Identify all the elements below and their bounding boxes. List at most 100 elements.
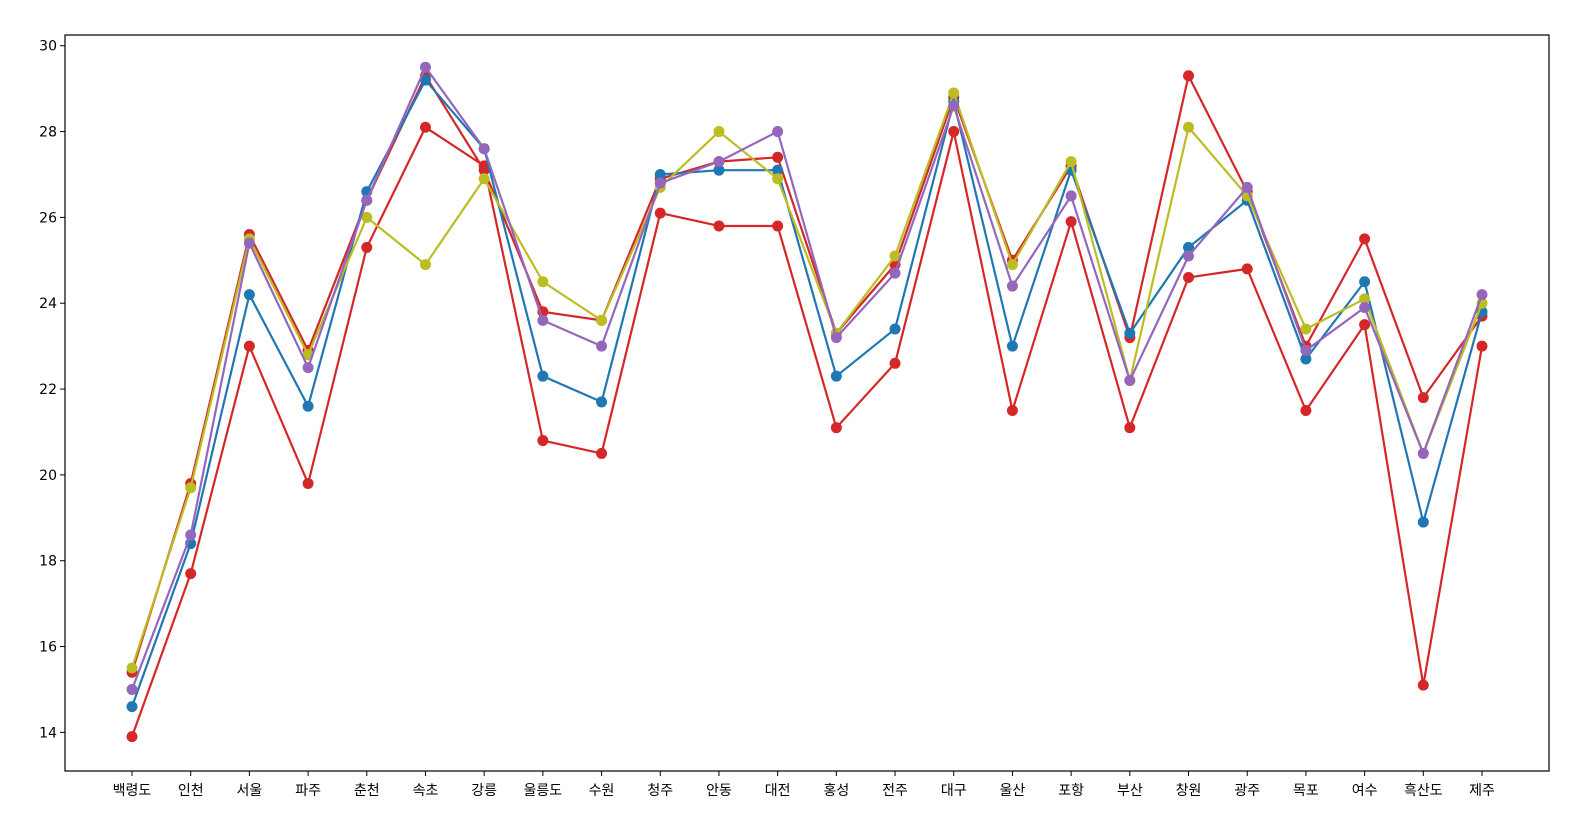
data-point (1300, 323, 1312, 335)
data-point (948, 100, 960, 112)
y-tick-label: 22 (39, 382, 57, 398)
data-point (1183, 70, 1195, 82)
x-tick-label: 대구 (941, 783, 967, 799)
data-point (419, 121, 431, 133)
x-tick-label: 대전 (765, 783, 791, 799)
series-0 (126, 70, 1488, 678)
data-point (537, 370, 549, 382)
data-point (713, 220, 725, 232)
y-tick-label: 26 (39, 210, 57, 226)
data-point (1006, 340, 1018, 352)
data-point (654, 177, 666, 189)
x-tick-label: 여수 (1352, 783, 1378, 799)
data-point (419, 74, 431, 86)
data-point (1417, 447, 1429, 459)
data-point (1183, 250, 1195, 262)
data-point (302, 477, 314, 489)
data-point (1124, 374, 1136, 386)
data-point (1006, 405, 1018, 417)
data-point (830, 422, 842, 434)
x-tick-label: 울산 (1000, 783, 1026, 799)
y-tick-label: 28 (39, 125, 57, 141)
series-3 (126, 87, 1488, 674)
data-point (419, 61, 431, 73)
data-point (596, 340, 608, 352)
y-tick-label: 16 (39, 640, 57, 656)
plot-frame (64, 34, 1550, 772)
data-point (1124, 327, 1136, 339)
x-tick-label: 부산 (1117, 783, 1143, 799)
y-tick-label: 20 (39, 468, 57, 484)
x-tick-label: 울릉도 (524, 783, 563, 799)
data-point (1359, 276, 1371, 288)
x-tick-label: 전주 (882, 783, 908, 799)
data-point (243, 289, 255, 301)
x-tick-label: 수원 (589, 783, 615, 799)
data-point (772, 173, 784, 185)
x-tick-label: 창원 (1176, 783, 1202, 799)
data-point (1359, 293, 1371, 305)
data-point (1300, 405, 1312, 417)
x-tick-label: 춘천 (354, 783, 380, 799)
data-point (126, 731, 138, 743)
data-point (596, 447, 608, 459)
data-point (1183, 241, 1195, 253)
x-tick-label: 청주 (647, 783, 673, 799)
data-point (243, 237, 255, 249)
data-point (361, 194, 373, 206)
data-point (889, 250, 901, 262)
data-point (1241, 263, 1253, 275)
data-point (126, 683, 138, 695)
data-point (1417, 516, 1429, 528)
data-point (478, 143, 490, 155)
data-point (537, 435, 549, 447)
data-point (1359, 233, 1371, 245)
data-point (889, 267, 901, 279)
series-1 (126, 121, 1488, 743)
data-point (1065, 216, 1077, 228)
x-tick-label: 목포 (1293, 783, 1319, 799)
series-line (130, 126, 1484, 738)
data-point (126, 701, 138, 713)
data-point (1065, 190, 1077, 202)
data-point (1476, 340, 1488, 352)
data-point (419, 259, 431, 271)
data-point (243, 340, 255, 352)
data-point (185, 482, 197, 494)
data-point (185, 529, 197, 541)
y-axis: 14 16 18 20 22 24 26 28 30 (39, 39, 65, 741)
data-point (713, 164, 725, 176)
data-point (948, 87, 960, 99)
x-tick-label: 강릉 (471, 783, 497, 799)
series-4 (126, 61, 1488, 695)
data-point (713, 126, 725, 138)
x-tick-label: 안동 (706, 783, 732, 799)
x-tick-label: 백령도 (113, 783, 152, 799)
data-point (302, 362, 314, 374)
data-point (596, 314, 608, 326)
data-point (1417, 392, 1429, 404)
series-line (130, 91, 1484, 669)
data-point (537, 276, 549, 288)
data-point (1183, 121, 1195, 133)
data-point (772, 164, 784, 176)
x-tick-label: 서울 (237, 783, 263, 799)
series-line (130, 66, 1484, 690)
data-point (1476, 289, 1488, 301)
data-point (889, 323, 901, 335)
data-point (596, 396, 608, 408)
x-tick-label: 파주 (295, 783, 321, 799)
x-tick-label: 인천 (178, 783, 204, 799)
data-point (713, 156, 725, 168)
data-point (1359, 302, 1371, 314)
y-tick-label: 30 (39, 39, 57, 55)
data-point (1300, 344, 1312, 356)
y-tick-label: 14 (39, 725, 57, 741)
data-point (1183, 271, 1195, 283)
x-tick-label: 속초 (413, 783, 439, 799)
data-point (302, 400, 314, 412)
data-point (1300, 353, 1312, 365)
x-tick-label: 광주 (1234, 783, 1260, 799)
data-point (948, 126, 960, 138)
